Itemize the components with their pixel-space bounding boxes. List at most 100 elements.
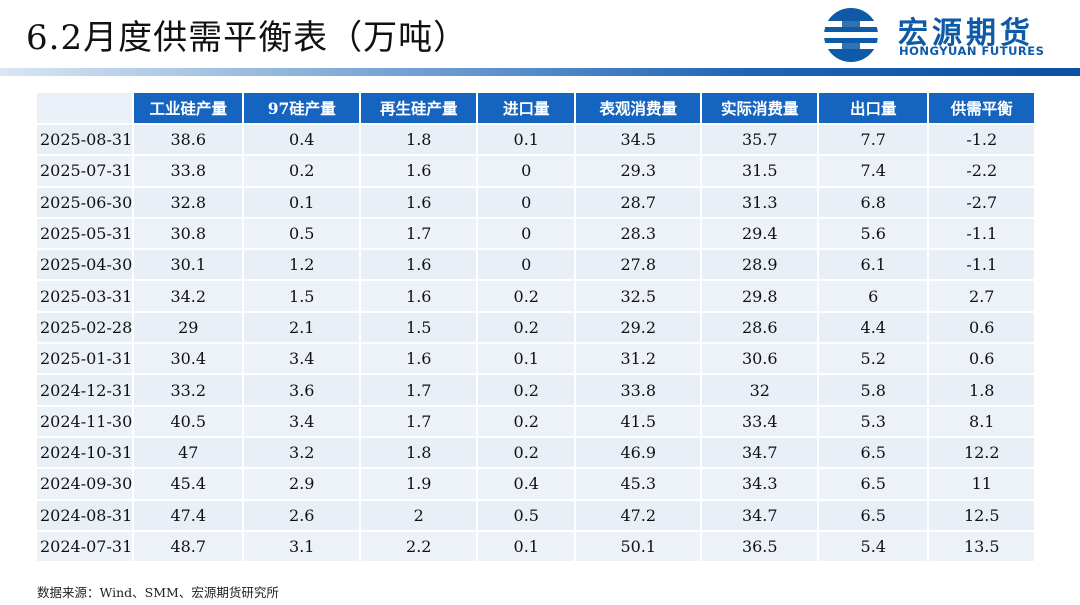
table-cell: 5.6 (819, 218, 930, 251)
hongyuan-logo-icon (822, 8, 880, 62)
header-corner (37, 93, 135, 125)
table-cell: 47 (134, 437, 245, 470)
table-cell: 1.7 (361, 218, 479, 251)
table-header-row: 工业硅产量 97硅产量 再生硅产量 进口量 表观消费量 实际消费量 出口量 供需… (37, 93, 1037, 125)
page-title: 6.2月度供需平衡表（万吨） (26, 18, 469, 58)
table-cell: 1.8 (361, 437, 479, 470)
table-cell: 2.7 (929, 281, 1037, 313)
row-date-cell: 2025-04-30 (37, 250, 135, 282)
company-logo: 宏源期货 HONGYUAN FUTURES (820, 4, 1070, 66)
table-cell: 47.4 (134, 500, 245, 532)
table-cell: 6 (819, 281, 930, 313)
table-cell: 5.3 (819, 406, 930, 438)
table-cell: 33.8 (134, 156, 245, 188)
table-cell: 36.5 (702, 531, 820, 564)
table-cell: 29.8 (702, 281, 820, 313)
table-cell: 32.5 (576, 281, 703, 313)
table-cell: 2.1 (244, 312, 362, 345)
table-cell: 0.1 (478, 125, 577, 157)
table-cell: 30.1 (134, 250, 245, 282)
table-cell: 33.2 (134, 375, 245, 407)
table-cell: 0.2 (478, 312, 577, 345)
table-cell: 45.3 (576, 469, 703, 501)
header-97-silicon-output: 97硅产量 (244, 93, 362, 125)
table-cell: 0.2 (478, 375, 577, 407)
table-cell: 33.8 (576, 375, 703, 407)
table-row: 2025-03-31 34.2 1.5 1.6 0.2 32.5 29.8 6 2.7 (37, 281, 1037, 313)
table-cell: 1.9 (361, 469, 479, 501)
row-date-cell: 2024-09-30 (37, 469, 135, 501)
table-cell: -1.2 (929, 125, 1037, 157)
header-import-volume: 进口量 (478, 93, 577, 125)
table-cell: 27.8 (576, 250, 703, 282)
table-cell: 3.4 (244, 406, 362, 438)
table-row: 2024-12-31 33.2 3.6 1.7 0.2 33.8 32 5.8 1.8 (37, 375, 1037, 407)
row-date-cell: 2025-06-30 (37, 187, 135, 219)
table-cell: 0.1 (478, 531, 577, 564)
table-cell: 31.2 (576, 344, 703, 376)
table-cell: 30.6 (702, 344, 820, 376)
table-cell: 12.2 (929, 437, 1037, 470)
table-cell: 1.6 (361, 187, 479, 219)
table-cell: 6.5 (819, 500, 930, 532)
table-cell: 0.6 (929, 344, 1037, 376)
table-cell: 34.7 (702, 500, 820, 532)
table-cell: 28.9 (702, 250, 820, 282)
table-cell: -1.1 (929, 218, 1037, 251)
table-cell: 0 (478, 250, 577, 282)
row-date-cell: 2024-08-31 (37, 500, 135, 532)
row-date-cell: 2025-03-31 (37, 281, 135, 313)
table-row: 2024-08-31 47.4 2.6 2 0.5 47.2 34.7 6.5 12.5 (37, 500, 1037, 532)
row-date-cell: 2024-07-31 (37, 531, 135, 564)
table-cell: 0.1 (244, 187, 362, 219)
table-row: 2025-01-31 30.4 3.4 1.6 0.1 31.2 30.6 5.2 0.6 (37, 344, 1037, 376)
table-row: 2024-09-30 45.4 2.9 1.9 0.4 45.3 34.3 6.5 11 (37, 469, 1037, 501)
table-cell: 33.4 (702, 406, 820, 438)
table-cell: 0 (478, 218, 577, 251)
row-date-cell: 2025-02-28 (37, 312, 135, 345)
table-cell: 5.4 (819, 531, 930, 564)
table-cell: 3.6 (244, 375, 362, 407)
row-date-cell: 2024-12-31 (37, 375, 135, 407)
header-actual-consumption: 实际消费量 (702, 93, 820, 125)
table-cell: 4.4 (819, 312, 930, 345)
table-cell: 1.5 (361, 312, 479, 345)
header-industrial-silicon-output: 工业硅产量 (134, 93, 245, 125)
table-cell: 6.5 (819, 469, 930, 501)
table-row: 2024-11-30 40.5 3.4 1.7 0.2 41.5 33.4 5.3 8.1 (37, 406, 1037, 438)
table-cell: 1.6 (361, 344, 479, 376)
table-cell: 5.2 (819, 344, 930, 376)
table-cell: 2.9 (244, 469, 362, 501)
table-cell: 46.9 (576, 437, 703, 470)
table-cell: 12.5 (929, 500, 1037, 532)
table-cell: 45.4 (134, 469, 245, 501)
table-cell: 7.4 (819, 156, 930, 188)
table-cell: 3.4 (244, 344, 362, 376)
header-apparent-consumption: 表观消费量 (576, 93, 703, 125)
table-row: 2024-07-31 48.7 3.1 2.2 0.1 50.1 36.5 5.4 13.5 (37, 531, 1037, 564)
table-cell: 34.7 (702, 437, 820, 470)
table-cell: 1.8 (361, 125, 479, 157)
table-cell: -2.2 (929, 156, 1037, 188)
table-cell: 1.6 (361, 156, 479, 188)
table-cell: 6.8 (819, 187, 930, 219)
table-cell: 34.3 (702, 469, 820, 501)
table-cell: 30.8 (134, 218, 245, 251)
table-cell: 0 (478, 156, 577, 188)
row-date-cell: 2024-10-31 (37, 437, 135, 470)
table-cell: 6.1 (819, 250, 930, 282)
table-cell: 2.6 (244, 500, 362, 532)
table-cell: 1.8 (929, 375, 1037, 407)
row-date-cell: 2025-01-31 (37, 344, 135, 376)
table-cell: 31.5 (702, 156, 820, 188)
table-cell: 0 (478, 187, 577, 219)
table-cell: 48.7 (134, 531, 245, 564)
row-date-cell: 2025-05-31 (37, 218, 135, 251)
table-row: 2025-02-28 29 2.1 1.5 0.2 29.2 28.6 4.4 0.6 (37, 312, 1037, 345)
table-cell: 32.8 (134, 187, 245, 219)
table-cell: 6.5 (819, 437, 930, 470)
table-row: 2025-07-31 33.8 0.2 1.6 0 29.3 31.5 7.4 -2.2 (37, 156, 1037, 188)
table-cell: 2 (361, 500, 479, 532)
table-cell: 13.5 (929, 531, 1037, 564)
row-date-cell: 2024-11-30 (37, 406, 135, 438)
